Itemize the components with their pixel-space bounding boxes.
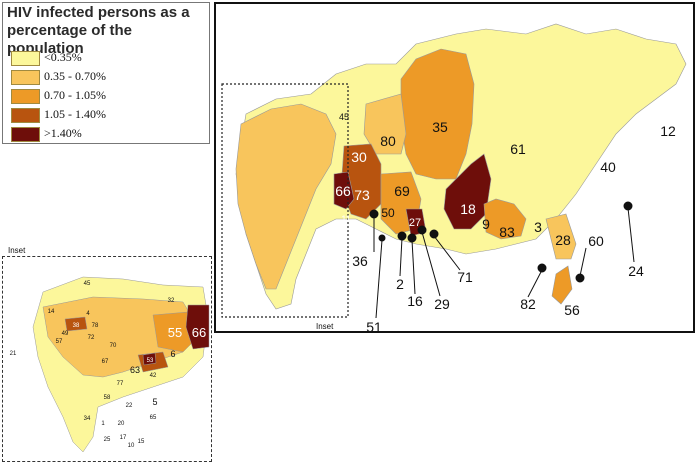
- inset-label-42: 42: [150, 373, 157, 379]
- inset-region-53: [142, 352, 157, 366]
- map-legend: HIV infected persons as a percentage of …: [2, 2, 210, 144]
- label-56: 56: [564, 302, 580, 318]
- legend-swatch-2: [11, 70, 40, 85]
- label-66: 66: [335, 183, 351, 199]
- legend-label-4: 1.05 - 1.40%: [44, 107, 106, 121]
- inset-map-frame: 45 4 32 14 38 78 49 57 55 66 6 63 53 42 …: [2, 256, 212, 462]
- inset-label-20: 20: [118, 421, 125, 427]
- legend-swatch-3: [11, 89, 40, 104]
- label-69: 69: [394, 183, 410, 199]
- label-73: 73: [354, 187, 370, 203]
- label-51: 51: [366, 319, 382, 331]
- russia-choropleth-map: 12 35 61 40 80 30 66 73 69 50 27 18 9 83…: [221, 23, 687, 335]
- inset-label-49: 49: [62, 331, 69, 337]
- inset-choropleth-map: 45 4 32 14 38 78 49 57 55 66 6 63 53 42 …: [10, 276, 210, 453]
- map-region-35: [400, 48, 475, 180]
- label-82: 82: [520, 296, 536, 312]
- label-29: 29: [434, 296, 450, 312]
- label-80: 80: [380, 133, 396, 149]
- inset-label-38: 38: [73, 323, 80, 329]
- inset-label-57: 57: [56, 339, 63, 345]
- inset-label-77: 77: [117, 381, 124, 387]
- inset-label-21: 21: [10, 351, 17, 357]
- legend-swatch-4: [11, 108, 40, 123]
- map-region-west: [235, 103, 337, 290]
- inset-label-32: 32: [168, 298, 175, 304]
- inset-label-10: 10: [128, 443, 135, 449]
- legend-title: HIV infected persons as a percentage of …: [7, 4, 190, 57]
- inset-label-5: 5: [152, 397, 157, 407]
- label-27: 27: [409, 217, 421, 229]
- inset-region-labels: 45 4 32 14 38 78 49 57 55 66 6 63 53 42 …: [10, 281, 207, 449]
- inset-indicator-box: [221, 83, 349, 318]
- label-11: 11: [341, 214, 350, 224]
- label-83: 83: [499, 224, 515, 240]
- label-30: 30: [351, 149, 367, 165]
- callout-pins: [369, 201, 635, 319]
- inset-label-72: 72: [88, 335, 95, 341]
- label-36: 36: [352, 253, 368, 269]
- label-2: 2: [396, 276, 404, 292]
- map-region-56: [551, 265, 573, 305]
- inset-label-17: 17: [120, 435, 127, 441]
- inset-caption-main: Inset: [316, 322, 334, 331]
- label-28: 28: [555, 232, 571, 248]
- label-60: 60: [588, 233, 604, 249]
- inset-label-66: 66: [192, 325, 206, 340]
- label-24: 24: [628, 263, 644, 279]
- inset-label-70: 70: [110, 343, 117, 349]
- inset-region-38: [64, 316, 88, 332]
- inset-region-66: [185, 304, 210, 350]
- inset-label-1: 1: [101, 421, 105, 427]
- legend-label-3: 0.70 - 1.05%: [44, 88, 106, 102]
- inset-label-55: 55: [168, 325, 182, 340]
- label-61: 61: [510, 141, 526, 157]
- inset-label-53: 53: [147, 358, 154, 364]
- label-40: 40: [600, 159, 616, 175]
- legend-label-5: >1.40%: [44, 126, 82, 140]
- label-9: 9: [482, 216, 490, 232]
- inset-label-4: 4: [86, 311, 90, 317]
- label-50: 50: [381, 206, 395, 220]
- map-region-28: [545, 213, 577, 260]
- legend-label-1: <0.35%: [44, 50, 82, 64]
- region-labels: 12 35 61 40 80 30 66 73 69 50 27 18 9 83…: [335, 112, 676, 335]
- inset-label-58: 58: [104, 395, 111, 401]
- map-region-9: [483, 198, 527, 240]
- inset-label-67: 67: [102, 359, 109, 365]
- inset-label-22: 22: [126, 403, 133, 409]
- label-18: 18: [460, 201, 476, 217]
- label-3: 3: [534, 219, 542, 235]
- main-map-frame: 12 35 61 40 80 30 66 73 69 50 27 18 9 83…: [214, 2, 695, 335]
- inset-label-63: 63: [130, 365, 140, 375]
- inset-caption-left: Inset: [8, 246, 26, 255]
- label-71: 71: [457, 269, 473, 285]
- inset-label-65: 65: [150, 415, 157, 421]
- inset-label-6: 6: [170, 349, 175, 359]
- legend-swatch-5: [11, 127, 40, 142]
- legend-label-2: 0.35 - 0.70%: [44, 69, 106, 83]
- label-45: 45: [339, 112, 349, 122]
- inset-label-14: 14: [48, 309, 55, 315]
- legend-swatch-1: [11, 51, 40, 66]
- label-12: 12: [660, 123, 676, 139]
- inset-label-34: 34: [84, 416, 91, 422]
- label-35: 35: [432, 119, 448, 135]
- inset-label-78: 78: [92, 323, 99, 329]
- inset-label-45: 45: [84, 281, 91, 287]
- label-16: 16: [407, 293, 423, 309]
- inset-label-15: 15: [138, 439, 145, 445]
- map-region-66: [333, 171, 355, 210]
- inset-label-25: 25: [104, 437, 111, 443]
- map-region-80: [363, 93, 407, 155]
